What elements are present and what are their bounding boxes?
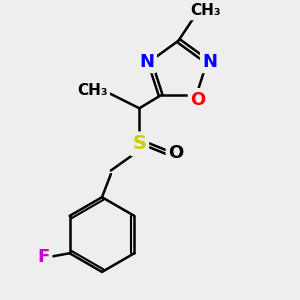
Text: O: O bbox=[190, 91, 206, 109]
Text: F: F bbox=[38, 248, 50, 266]
Text: S: S bbox=[132, 134, 146, 153]
Text: N: N bbox=[202, 52, 217, 70]
Text: CH₃: CH₃ bbox=[190, 3, 220, 18]
Text: CH₃: CH₃ bbox=[77, 83, 108, 98]
Text: O: O bbox=[168, 144, 184, 162]
Text: N: N bbox=[140, 52, 154, 70]
